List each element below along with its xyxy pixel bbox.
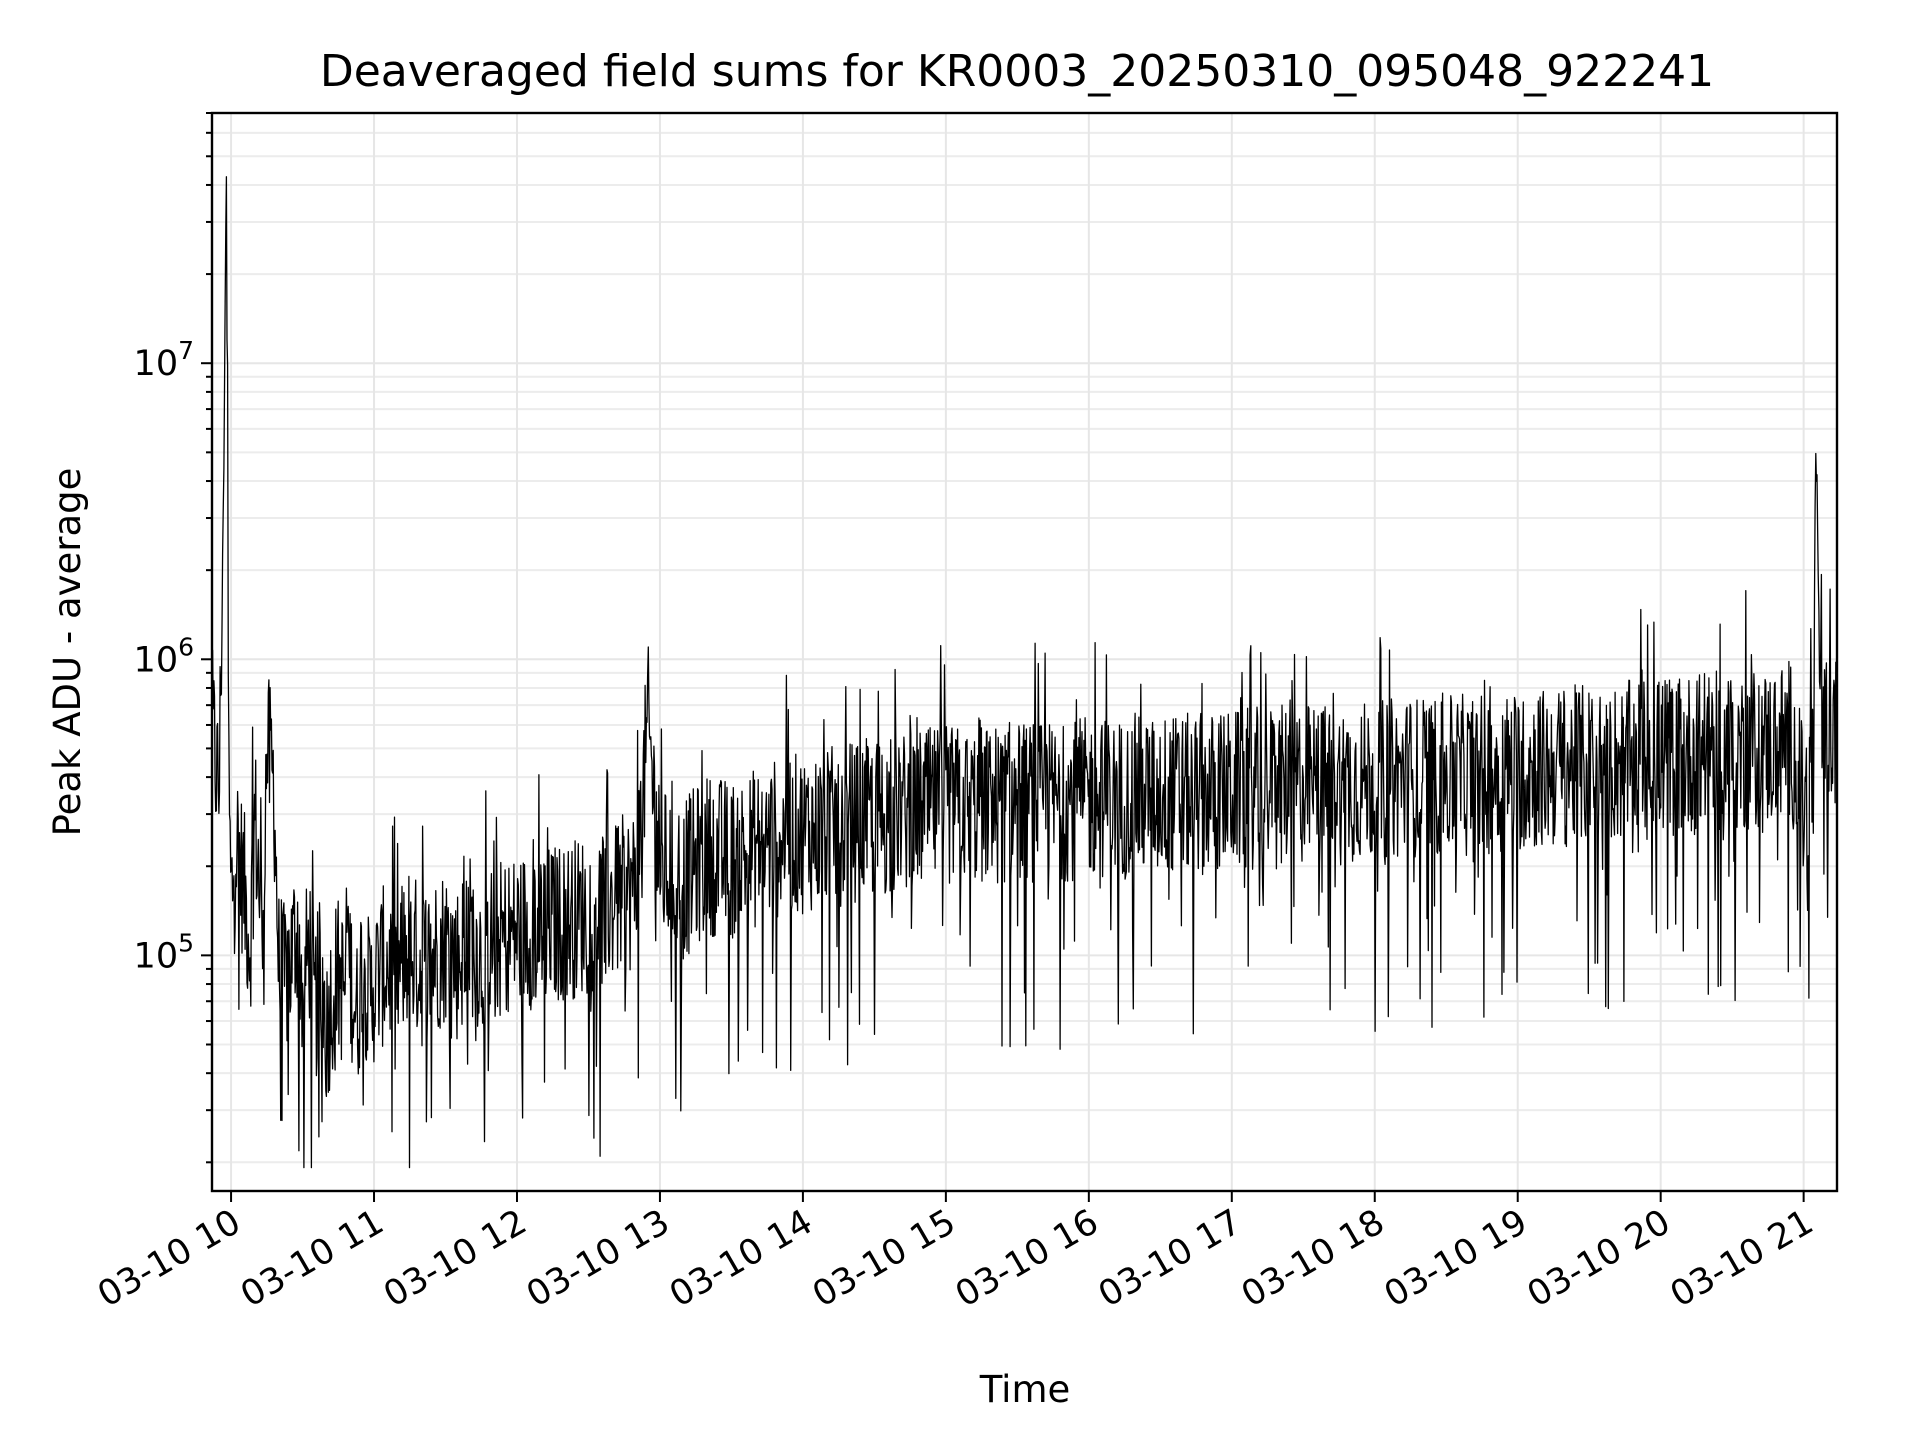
x-tick-label: 03-10 15 — [806, 1202, 962, 1315]
x-tick-label: 03-10 19 — [1378, 1202, 1534, 1315]
y-tick-label: 105 — [134, 928, 194, 976]
series-line — [211, 176, 1838, 1169]
plot-area — [211, 176, 1838, 1169]
x-tick-label: 03-10 20 — [1521, 1202, 1677, 1315]
x-tick-label: 03-10 13 — [520, 1202, 676, 1315]
y-axis-label: Peak ADU - average — [46, 468, 89, 837]
x-tick-label: 03-10 11 — [234, 1202, 390, 1315]
x-tick-label: 03-10 16 — [949, 1202, 1105, 1315]
plot-frame — [210, 111, 1839, 1193]
x-tick-label: 03-10 18 — [1235, 1202, 1391, 1315]
x-tick-label: 03-10 17 — [1092, 1202, 1248, 1315]
chart-title: Deaveraged field sums for KR0003_2025031… — [320, 46, 1714, 97]
y-tick-label: 107 — [134, 336, 194, 384]
grid — [212, 112, 1837, 1191]
x-axis-label: Time — [979, 1368, 1071, 1411]
x-tick-label: 03-10 21 — [1664, 1202, 1820, 1315]
x-tick-label: 03-10 14 — [663, 1202, 819, 1315]
x-tick-label: 03-10 10 — [91, 1202, 247, 1315]
x-tick-label: 03-10 12 — [377, 1202, 533, 1315]
y-axis: 105 106 107 — [134, 112, 212, 1164]
y-tick-label: 106 — [134, 632, 194, 680]
